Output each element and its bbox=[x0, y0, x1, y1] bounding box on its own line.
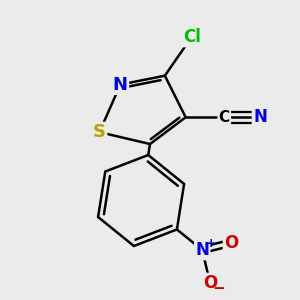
Text: O: O bbox=[224, 234, 238, 252]
Text: O: O bbox=[203, 274, 217, 292]
Text: −: − bbox=[212, 281, 225, 296]
Text: N: N bbox=[113, 76, 128, 94]
Text: Cl: Cl bbox=[183, 28, 200, 46]
Text: N: N bbox=[195, 241, 209, 259]
Text: C: C bbox=[219, 110, 230, 125]
Text: N: N bbox=[253, 108, 267, 126]
Text: S: S bbox=[93, 123, 106, 141]
Text: +: + bbox=[205, 237, 216, 250]
